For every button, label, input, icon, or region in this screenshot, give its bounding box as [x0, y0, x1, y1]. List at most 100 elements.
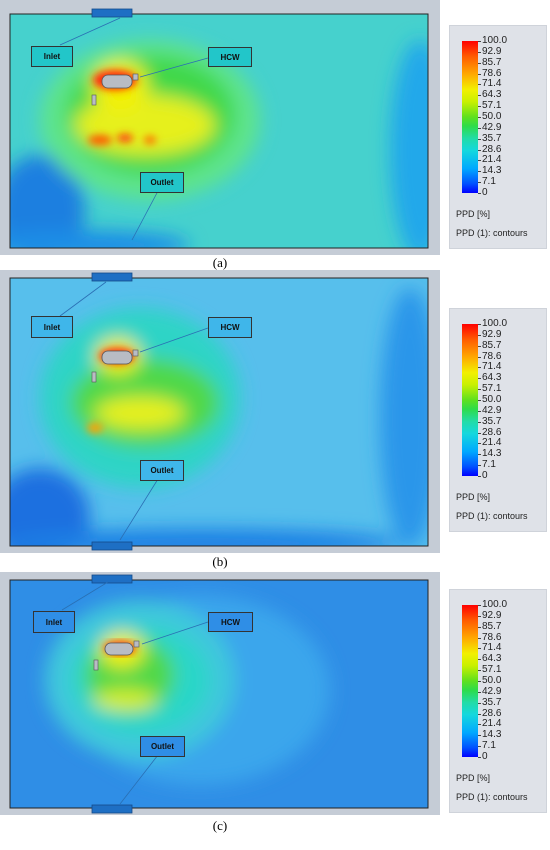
colorbar-tick-label: 14.3 [482, 448, 502, 460]
colorbar-tick-mark [478, 615, 481, 617]
caption: (c) [212, 818, 228, 833]
colorbar-tick-label: 14.3 [482, 729, 502, 741]
colorbar-tick-label: 7.1 [482, 176, 496, 188]
colorbar-tick-label: 85.7 [482, 339, 502, 351]
colorbar-tick-label: 100.0 [482, 599, 508, 610]
colorbar-tick-label: 57.1 [482, 664, 502, 676]
colorbar [462, 41, 478, 193]
colorbar-tick-label: 42.9 [482, 404, 502, 416]
outlet-label: Outlet [140, 736, 185, 757]
colorbar-tick-mark [478, 724, 481, 726]
panel-b: Inlet HCW Outlet 100.0 92.9 85.7 78.6 71.4 64… [0, 268, 550, 569]
colorbar-tick-mark [478, 356, 481, 358]
panel-c: Inlet HCW Outlet 100.0 92.9 85.7 78.6 71.4 64… [0, 570, 550, 850]
contours-label: PPD (1): contours [456, 792, 528, 802]
hcw-model [132, 73, 139, 81]
colorbar-tick-label: 21.4 [482, 718, 502, 730]
colorbar-tick-label: 0 [482, 470, 488, 481]
colorbar-tick-label: 78.6 [482, 350, 502, 362]
colorbar-tick-label: 21.4 [482, 154, 502, 166]
colorbar-tick-mark [478, 324, 481, 325]
colorbar-tick-mark [478, 637, 481, 639]
ppd-contour-plot-b [0, 270, 440, 553]
unit-label: PPD [%] [456, 209, 491, 219]
colorbar-tick-mark [478, 626, 481, 628]
unit-label: PPD [%] [456, 773, 491, 783]
colorbar-tick-mark [478, 84, 481, 86]
hcw-model [132, 349, 139, 357]
colorbar-tick-mark [478, 95, 481, 97]
colorbar-tick-mark [478, 117, 481, 118]
human-body-model [104, 642, 134, 656]
colorbar-tick-mark [478, 421, 481, 423]
outlet-label: Outlet [140, 460, 184, 481]
colorbar-tick-mark [478, 648, 481, 650]
colorbar-tick-label: 64.3 [482, 89, 502, 101]
human-body-model [101, 350, 133, 365]
colorbar-tick-label: 28.6 [482, 707, 502, 719]
caption: (b) [212, 554, 228, 569]
object-model [91, 371, 97, 383]
outlet-vent [91, 804, 133, 814]
colorbar-tick-mark [478, 605, 481, 606]
colorbar-tick-label: 35.7 [482, 132, 502, 144]
colorbar-tick-label: 92.9 [482, 45, 502, 57]
object-model [93, 659, 99, 671]
colorbar-tick-mark [478, 410, 481, 412]
object-model [91, 94, 97, 106]
colorbar-tick-mark [478, 454, 481, 456]
colorbar-tick-label: 28.6 [482, 426, 502, 438]
panel-a: Inlet HCW Outlet 100.0 92.9 85.7 78.6 71.4 64… [0, 0, 550, 280]
colorbar-tick-label: 64.3 [482, 653, 502, 665]
colorbar-tick-label: 50.0 [482, 111, 502, 122]
colorbar-tick-mark [478, 735, 481, 737]
colorbar-tick-label: 0 [482, 187, 488, 198]
colorbar-tick-mark [478, 138, 481, 140]
colorbar-tick-label: 35.7 [482, 415, 502, 427]
colorbar-tick-label: 50.0 [482, 394, 502, 405]
colorbar-tick-mark [478, 41, 481, 42]
colorbar-tick-label: 64.3 [482, 372, 502, 384]
caption: (a) [212, 255, 228, 270]
colorbar-tick-label: 35.7 [482, 696, 502, 708]
colorbar-tick-mark [478, 757, 481, 758]
inlet-label: Inlet [31, 46, 73, 67]
colorbar-tick-label: 78.6 [482, 631, 502, 643]
ppd-contour-plot-c [0, 572, 440, 815]
colorbar-tick-label: 85.7 [482, 620, 502, 632]
inlet-vent [91, 272, 133, 282]
colorbar-tick-mark [478, 160, 481, 162]
colorbar-legend: 100.0 92.9 85.7 78.6 71.4 64.3 57.1 50.0 42.9 35.… [449, 589, 547, 813]
colorbar-tick-mark [478, 691, 481, 693]
colorbar-tick-mark [478, 171, 481, 173]
colorbar-tick-mark [478, 670, 481, 672]
colorbar-tick-label: 42.9 [482, 685, 502, 697]
hcw-label: HCW [208, 47, 252, 67]
hcw-label: HCW [208, 612, 253, 632]
inlet-label: Inlet [33, 611, 75, 633]
colorbar-tick-label: 85.7 [482, 56, 502, 68]
colorbar-tick-mark [478, 659, 481, 661]
colorbar-tick-label: 42.9 [482, 121, 502, 133]
colorbar-tick-label: 28.6 [482, 143, 502, 155]
inlet-vent [91, 574, 133, 584]
inlet-vent [91, 8, 133, 18]
colorbar-tick-label: 71.4 [482, 361, 502, 373]
colorbar-tick-label: 7.1 [482, 740, 496, 752]
colorbar-tick-label: 7.1 [482, 459, 496, 471]
colorbar-tick-label: 78.6 [482, 67, 502, 79]
colorbar-tick-label: 92.9 [482, 609, 502, 621]
colorbar [462, 324, 478, 476]
colorbar [462, 605, 478, 757]
colorbar-tick-label: 100.0 [482, 35, 508, 46]
colorbar-tick-mark [478, 193, 481, 194]
colorbar-tick-mark [478, 400, 481, 401]
colorbar-tick-mark [478, 432, 481, 434]
colorbar-tick-mark [478, 367, 481, 369]
colorbar-tick-label: 100.0 [482, 318, 508, 329]
colorbar-legend: 100.0 92.9 85.7 78.6 71.4 64.3 57.1 50.0 42.9 35.… [449, 308, 547, 532]
colorbar-tick-mark [478, 713, 481, 715]
colorbar-tick-mark [478, 465, 481, 467]
colorbar-tick-label: 71.4 [482, 642, 502, 654]
colorbar-tick-label: 92.9 [482, 328, 502, 340]
